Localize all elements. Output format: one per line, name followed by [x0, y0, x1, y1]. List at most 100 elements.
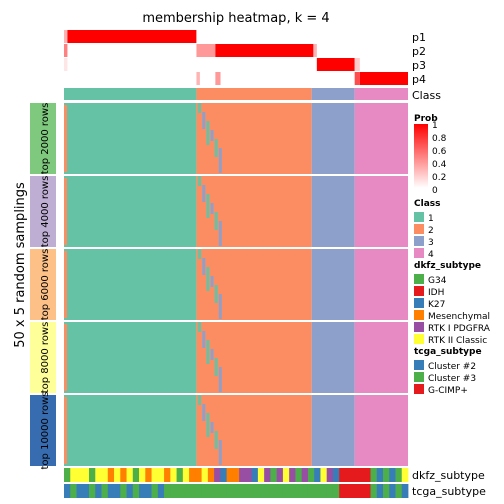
annotation-cell-tcga_subtype: [351, 484, 359, 498]
annotation-cell-tcga_subtype: [332, 484, 340, 498]
membership-row-label-p4: p4: [412, 73, 426, 86]
heatmap-noise-cell: [218, 221, 222, 246]
annotation-cell-tcga_subtype: [239, 484, 246, 498]
annotation-cell-tcga_subtype: [207, 484, 215, 498]
annotation-cell-tcga_subtype: [314, 484, 321, 498]
annotation-cell-dkfz_subtype: [232, 468, 240, 482]
legend-class-label: 2: [428, 226, 434, 236]
heatmap-noise-cell: [64, 397, 67, 464]
annotation-cell-tcga_subtype: [64, 484, 71, 498]
prob-tick-label: 0.4: [432, 160, 447, 170]
annotation-cell-dkfz_subtype: [120, 468, 127, 482]
legend-class-label: 3: [428, 238, 434, 248]
heatmap-noise-cell: [218, 294, 222, 319]
row-group-label: top 2000 rows: [40, 103, 51, 175]
annotation-cell-tcga_subtype: [101, 484, 109, 498]
heatmap-noise-cell: [64, 324, 67, 391]
prob-tick-label: 0.2: [432, 173, 446, 183]
heatmap-noise-cell: [202, 258, 206, 275]
annotation-cell-tcga_subtype: [326, 484, 334, 498]
class-cell-3: [311, 88, 355, 100]
legend-dkfz-subtype-swatch: [414, 334, 424, 344]
heatmap-noise-cell: [198, 395, 202, 405]
legend-dkfz-subtype-label: Mesenchymal: [428, 312, 490, 322]
membership-row-label-p2: p2: [412, 45, 426, 58]
annotation-cell-dkfz_subtype: [370, 468, 378, 482]
annotation-cell-tcga_subtype: [170, 484, 177, 498]
membership-cell-p3: [316, 58, 355, 71]
annotation-cell-dkfz_subtype: [164, 468, 171, 482]
annotation-cell-dkfz_subtype: [320, 468, 328, 482]
annotation-cell-dkfz_subtype: [95, 468, 102, 482]
annotation-cell-dkfz_subtype: [64, 468, 71, 482]
heatmap-noise-cell: [206, 121, 210, 145]
heatmap-noise-cell: [214, 212, 218, 230]
annotation-cell-tcga_subtype: [307, 484, 315, 498]
annotation-cell-tcga_subtype: [220, 484, 228, 498]
membership-cell-p1: [64, 30, 68, 43]
annotation-cell-dkfz_subtype: [395, 468, 403, 482]
annotation-cell-tcga_subtype: [295, 484, 303, 498]
annotation-cell-dkfz_subtype: [170, 468, 177, 482]
heatmap-noise-cell: [64, 251, 67, 318]
heatmap-block-class-2: [196, 103, 312, 174]
heatmap-block-class-4: [354, 395, 408, 466]
annotation-row-label-tcga_subtype: tcga_subtype: [412, 485, 486, 498]
annotation-cell-tcga_subtype: [82, 484, 90, 498]
annotation-cell-tcga_subtype: [301, 484, 309, 498]
legend-class-title: Class: [414, 199, 440, 209]
heatmap-block-class-1: [64, 395, 197, 466]
annotation-cell-dkfz_subtype: [289, 468, 296, 482]
annotation-cell-dkfz_subtype: [245, 468, 253, 482]
heatmap-block-class-3: [311, 395, 355, 466]
row-group-label: top 10000 rows: [40, 392, 51, 470]
annotation-cell-dkfz_subtype: [132, 468, 140, 482]
annotation-cell-dkfz_subtype: [189, 468, 196, 482]
annotation-cell-tcga_subtype: [357, 484, 365, 498]
prob-tick-label: 0.6: [432, 147, 447, 157]
annotation-cell-dkfz_subtype: [145, 468, 152, 482]
membership-cell-p1: [196, 30, 408, 43]
heatmap-block-class-2: [196, 322, 312, 393]
membership-cell-p4: [196, 72, 200, 85]
prob-tick-label: 0.8: [432, 134, 447, 144]
annotation-cell-dkfz_subtype: [382, 468, 390, 482]
annotation-cell-dkfz_subtype: [207, 468, 215, 482]
row-group-color-bar: [30, 322, 56, 393]
annotation-cell-tcga_subtype: [289, 484, 296, 498]
heatmap-noise-cell: [202, 112, 206, 129]
heatmap-noise-cell: [206, 194, 210, 218]
heatmap-noise-cell: [198, 322, 202, 332]
annotation-cell-dkfz_subtype: [270, 468, 278, 482]
row-group-color-bar: [30, 249, 56, 320]
legend-class-label: 4: [428, 250, 434, 260]
annotation-cell-tcga_subtype: [182, 484, 190, 498]
annotation-cell-tcga_subtype: [232, 484, 240, 498]
annotation-cell-dkfz_subtype: [157, 468, 165, 482]
heatmap-noise-cell: [218, 440, 222, 465]
annotation-cell-dkfz_subtype: [182, 468, 190, 482]
annotation-cell-tcga_subtype: [70, 484, 77, 498]
heatmap-noise-cell: [198, 249, 202, 259]
class-cell-1: [64, 88, 197, 100]
row-group-label: top 8000 rows: [40, 322, 51, 394]
annotation-cell-dkfz_subtype: [126, 468, 134, 482]
annotation-cell-tcga_subtype: [226, 484, 234, 498]
row-group-color-bar: [30, 176, 56, 247]
heatmap-noise-cell: [198, 103, 202, 113]
annotation-cell-tcga_subtype: [114, 484, 121, 498]
legends: Prob10.80.60.40.20Class1234dkfz_subtypeG…: [414, 114, 491, 396]
heatmap-noise-cell: [202, 185, 206, 202]
legend-class-swatch: [414, 212, 424, 222]
annotation-cell-tcga_subtype: [151, 484, 159, 498]
annotation-cell-tcga_subtype: [214, 484, 221, 498]
heatmap-noise-cell: [198, 176, 202, 186]
heatmap-block-class-3: [311, 176, 355, 247]
annotation-cell-tcga_subtype: [139, 484, 146, 498]
legend-prob-title: Prob: [414, 114, 438, 124]
heatmap-noise-cell: [214, 431, 218, 449]
row-group-label: top 6000 rows: [40, 249, 51, 321]
heatmap-noise-cell: [206, 340, 210, 364]
